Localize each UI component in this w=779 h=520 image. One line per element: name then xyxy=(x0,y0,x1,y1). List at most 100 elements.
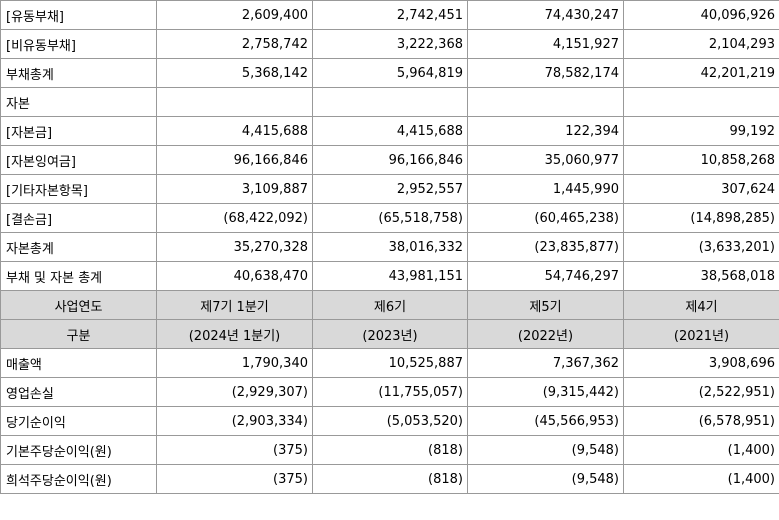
value-cell: (60,465,238) xyxy=(467,203,624,233)
table-header-row: 구분 (2024년 1분기) (2023년) (2022년) (2021년) xyxy=(0,319,779,349)
value-cell: 35,270,328 xyxy=(156,232,313,262)
header-cell: (2021년) xyxy=(623,319,779,349)
value-cell: (375) xyxy=(156,435,313,465)
row-label: 기본주당순이익(원) xyxy=(0,435,157,465)
value-cell: 3,222,368 xyxy=(312,29,468,59)
row-label: [유동부채] xyxy=(0,0,157,30)
header-cell: 구분 xyxy=(0,319,157,349)
value-cell: (2,522,951) xyxy=(623,377,779,407)
value-cell: 78,582,174 xyxy=(467,58,624,88)
row-label: 자본 xyxy=(0,87,157,117)
row-label: 매출액 xyxy=(0,348,157,378)
value-cell: 42,201,219 xyxy=(623,58,779,88)
header-cell: (2022년) xyxy=(467,319,624,349)
value-cell: (1,400) xyxy=(623,435,779,465)
value-cell: 10,858,268 xyxy=(623,145,779,175)
header-cell: 제5기 xyxy=(467,290,624,320)
financial-summary-table: [유동부채] 2,609,400 2,742,451 74,430,247 40… xyxy=(0,0,779,494)
table-row: [비유동부채] 2,758,742 3,222,368 4,151,927 2,… xyxy=(0,29,779,59)
value-cell: (375) xyxy=(156,464,313,494)
table-row: [결손금] (68,422,092) (65,518,758) (60,465,… xyxy=(0,203,779,233)
table-row: 자본총계 35,270,328 38,016,332 (23,835,877) … xyxy=(0,232,779,262)
value-cell: 96,166,846 xyxy=(156,145,313,175)
value-cell: (9,548) xyxy=(467,435,624,465)
table-row: [자본잉여금] 96,166,846 96,166,846 35,060,977… xyxy=(0,145,779,175)
value-cell: 38,016,332 xyxy=(312,232,468,262)
table-row: 영업손실 (2,929,307) (11,755,057) (9,315,442… xyxy=(0,377,779,407)
value-cell: 54,746,297 xyxy=(467,261,624,291)
table-row: 자본 xyxy=(0,87,779,117)
row-label: 당기순이익 xyxy=(0,406,157,436)
header-cell: (2024년 1분기) xyxy=(156,319,313,349)
value-cell xyxy=(467,87,624,117)
table-row: [기타자본항목] 3,109,887 2,952,557 1,445,990 3… xyxy=(0,174,779,204)
header-cell: (2023년) xyxy=(312,319,468,349)
value-cell xyxy=(156,87,313,117)
header-cell: 제6기 xyxy=(312,290,468,320)
header-cell: 사업연도 xyxy=(0,290,157,320)
value-cell: (2,929,307) xyxy=(156,377,313,407)
row-label: [자본금] xyxy=(0,116,157,146)
row-label: 영업손실 xyxy=(0,377,157,407)
row-label: 부채 및 자본 총계 xyxy=(0,261,157,291)
value-cell: (9,548) xyxy=(467,464,624,494)
value-cell xyxy=(312,87,468,117)
row-label: 희석주당순이익(원) xyxy=(0,464,157,494)
value-cell: 96,166,846 xyxy=(312,145,468,175)
value-cell: 1,790,340 xyxy=(156,348,313,378)
table-row: 부채총계 5,368,142 5,964,819 78,582,174 42,2… xyxy=(0,58,779,88)
table-header-row: 사업연도 제7기 1분기 제6기 제5기 제4기 xyxy=(0,290,779,320)
value-cell: 307,624 xyxy=(623,174,779,204)
value-cell: 35,060,977 xyxy=(467,145,624,175)
value-cell: (3,633,201) xyxy=(623,232,779,262)
value-cell: 122,394 xyxy=(467,116,624,146)
value-cell: 2,952,557 xyxy=(312,174,468,204)
value-cell: (6,578,951) xyxy=(623,406,779,436)
value-cell: 40,638,470 xyxy=(156,261,313,291)
row-label: 부채총계 xyxy=(0,58,157,88)
value-cell: (5,053,520) xyxy=(312,406,468,436)
row-label: 자본총계 xyxy=(0,232,157,262)
value-cell: (2,903,334) xyxy=(156,406,313,436)
table-row: 부채 및 자본 총계 40,638,470 43,981,151 54,746,… xyxy=(0,261,779,291)
value-cell: (23,835,877) xyxy=(467,232,624,262)
value-cell: 5,964,819 xyxy=(312,58,468,88)
table-row: 매출액 1,790,340 10,525,887 7,367,362 3,908… xyxy=(0,348,779,378)
value-cell: 99,192 xyxy=(623,116,779,146)
value-cell: 74,430,247 xyxy=(467,0,624,30)
value-cell: (11,755,057) xyxy=(312,377,468,407)
row-label: [결손금] xyxy=(0,203,157,233)
value-cell: 4,415,688 xyxy=(312,116,468,146)
header-cell: 제4기 xyxy=(623,290,779,320)
value-cell: (68,422,092) xyxy=(156,203,313,233)
value-cell: 40,096,926 xyxy=(623,0,779,30)
value-cell: 38,568,018 xyxy=(623,261,779,291)
value-cell: (818) xyxy=(312,464,468,494)
value-cell: (1,400) xyxy=(623,464,779,494)
table-row: 희석주당순이익(원) (375) (818) (9,548) (1,400) xyxy=(0,464,779,494)
table-row: [유동부채] 2,609,400 2,742,451 74,430,247 40… xyxy=(0,0,779,30)
value-cell: 43,981,151 xyxy=(312,261,468,291)
header-cell: 제7기 1분기 xyxy=(156,290,313,320)
value-cell: (65,518,758) xyxy=(312,203,468,233)
value-cell: 4,415,688 xyxy=(156,116,313,146)
value-cell: (9,315,442) xyxy=(467,377,624,407)
value-cell: (45,566,953) xyxy=(467,406,624,436)
table-row: 기본주당순이익(원) (375) (818) (9,548) (1,400) xyxy=(0,435,779,465)
value-cell: 3,908,696 xyxy=(623,348,779,378)
table-row: [자본금] 4,415,688 4,415,688 122,394 99,192 xyxy=(0,116,779,146)
value-cell: 2,609,400 xyxy=(156,0,313,30)
value-cell xyxy=(623,87,779,117)
value-cell: 10,525,887 xyxy=(312,348,468,378)
value-cell: 3,109,887 xyxy=(156,174,313,204)
value-cell: 2,758,742 xyxy=(156,29,313,59)
value-cell: (818) xyxy=(312,435,468,465)
value-cell: 4,151,927 xyxy=(467,29,624,59)
value-cell: 5,368,142 xyxy=(156,58,313,88)
value-cell: 1,445,990 xyxy=(467,174,624,204)
value-cell: 2,104,293 xyxy=(623,29,779,59)
value-cell: 2,742,451 xyxy=(312,0,468,30)
table-row: 당기순이익 (2,903,334) (5,053,520) (45,566,95… xyxy=(0,406,779,436)
value-cell: (14,898,285) xyxy=(623,203,779,233)
value-cell: 7,367,362 xyxy=(467,348,624,378)
